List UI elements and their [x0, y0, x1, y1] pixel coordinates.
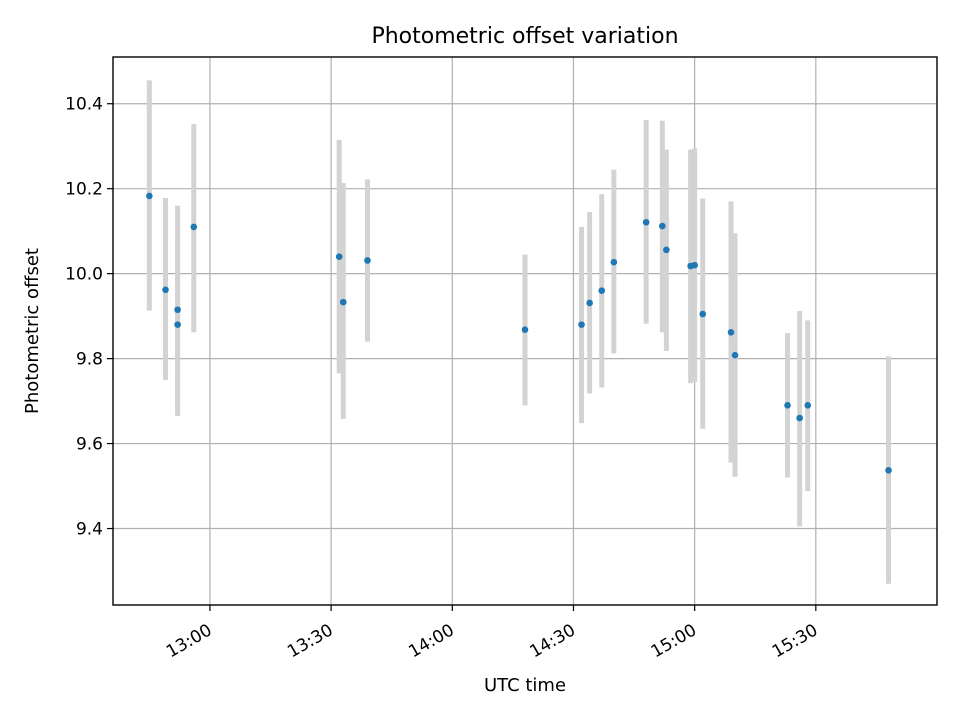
x-tick-label: 13:30: [284, 620, 336, 662]
x-tick-label: 14:30: [527, 620, 579, 662]
data-points: [146, 192, 892, 474]
x-axis-label: UTC time: [484, 675, 566, 696]
data-point: [586, 299, 593, 307]
y-tick-label: 9.6: [76, 435, 103, 455]
x-tick-label: 15:00: [648, 620, 700, 662]
data-point: [642, 218, 650, 226]
data-point: [190, 223, 198, 231]
data-point: [162, 286, 169, 294]
y-tick-label: 9.8: [76, 350, 103, 370]
data-point: [364, 257, 371, 264]
error-bars: [146, 80, 892, 584]
data-point: [339, 298, 347, 306]
data-point: [578, 321, 585, 328]
data-point: [804, 402, 812, 409]
data-point: [146, 192, 153, 200]
data-point: [784, 402, 791, 409]
x-tick-label: 14:00: [405, 620, 457, 662]
y-axis-label: Photometric offset: [22, 248, 43, 414]
x-tick-label: 15:30: [769, 620, 821, 662]
x-axis: 13:00 13:30 14:00 14:30 15:00 15:30: [163, 605, 821, 662]
data-point: [699, 310, 707, 318]
data-point: [691, 261, 698, 269]
y-tick-label: 9.4: [76, 520, 103, 540]
y-tick-label: 10.0: [65, 265, 103, 285]
data-point: [174, 321, 181, 328]
data-point: [335, 253, 343, 260]
data-point: [885, 467, 892, 474]
y-tick-label: 10.4: [65, 95, 103, 115]
data-point: [659, 222, 666, 230]
chart-title: Photometric offset variation: [371, 24, 678, 49]
data-point: [663, 246, 670, 254]
data-point: [610, 258, 618, 266]
y-tick-label: 10.2: [65, 180, 103, 200]
data-point: [521, 326, 529, 334]
y-axis: 9.4 9.6 9.8 10.0 10.2 10.4: [65, 95, 113, 540]
plot-frame: [112, 56, 938, 606]
data-point: [796, 414, 803, 422]
x-tick-label: 13:00: [163, 620, 215, 662]
data-point: [174, 306, 181, 314]
data-point: [598, 287, 606, 294]
data-point: [731, 351, 739, 359]
data-point: [727, 328, 735, 336]
